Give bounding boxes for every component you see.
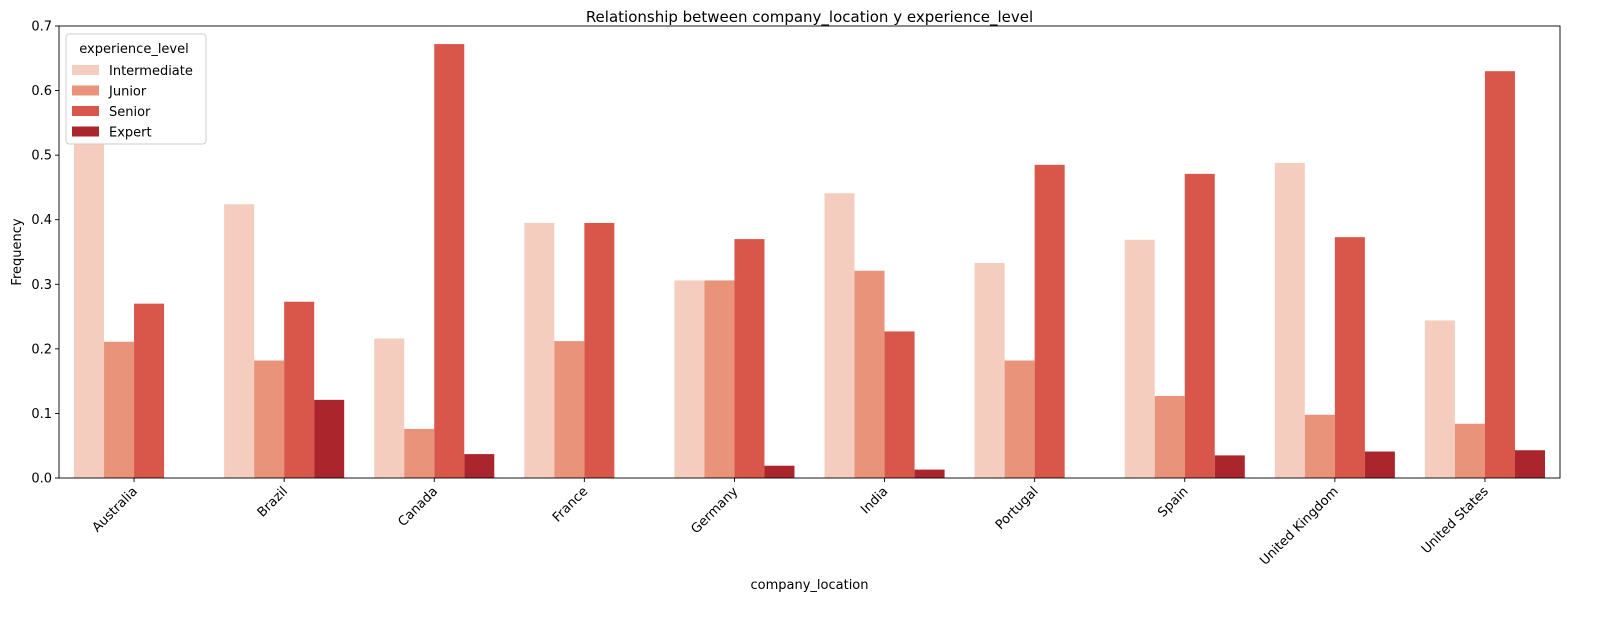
bar-senior-canada: [434, 44, 465, 479]
x-tick-label: United States: [1419, 484, 1492, 557]
bar-junior-portugal: [1004, 360, 1035, 478]
bars-group: [74, 44, 1545, 479]
bar-junior-brazil: [254, 360, 285, 478]
y-tick-label: 0.3: [31, 278, 52, 293]
bar-junior-canada: [404, 428, 435, 478]
bar-senior-united-states: [1484, 71, 1515, 478]
x-axis-label: company_location: [751, 578, 869, 593]
legend-swatch-intermediate: [72, 65, 99, 75]
bar-expert-germany: [764, 465, 795, 478]
bar-senior-india: [884, 331, 915, 478]
bar-intermediate-australia: [74, 142, 105, 478]
bar-junior-australia: [104, 341, 135, 478]
bar-intermediate-portugal: [974, 262, 1005, 478]
x-tick-label: Brazil: [255, 484, 291, 520]
x-tick-label: Canada: [395, 484, 441, 530]
bar-intermediate-germany: [674, 280, 705, 478]
plot-frame: [58, 25, 1561, 479]
legend-swatch-expert: [72, 126, 99, 137]
legend: experience_level Intermediate Junior Senior…: [65, 33, 207, 145]
bar-expert-brazil: [314, 399, 345, 478]
legend-title: experience_level: [79, 42, 188, 57]
legend-label-intermediate: Intermediate: [109, 64, 193, 79]
bar-senior-spain: [1184, 173, 1215, 478]
bar-junior-france: [554, 341, 585, 478]
bar-intermediate-spain: [1124, 239, 1155, 478]
bar-expert-india: [914, 469, 945, 478]
x-tick-label: United Kingdom: [1257, 484, 1341, 568]
legend-box: [65, 33, 207, 145]
bar-senior-brazil: [284, 301, 315, 478]
bar-intermediate-united-kingdom: [1274, 162, 1305, 479]
x-tick-label: Spain: [1155, 484, 1191, 520]
legend-label-senior: Senior: [109, 105, 151, 120]
bar-intermediate-united-states: [1424, 320, 1455, 478]
x-tick-label: France: [550, 484, 591, 525]
axes-group: 0.0 0.1 0.2 0.3 0.4 0.5 0.6 0.7 Australia Brazil C…: [31, 20, 1561, 569]
bar-expert-canada: [464, 454, 495, 478]
y-tick-label: 0.5: [31, 149, 52, 164]
bar-junior-united-kingdom: [1304, 414, 1335, 478]
bar-senior-united-kingdom: [1334, 237, 1365, 478]
y-tick-label: 0.4: [31, 213, 52, 228]
y-axis-label: Frequency: [10, 218, 25, 285]
y-tick-label: 0.1: [31, 407, 52, 422]
bar-junior-united-states: [1454, 423, 1485, 478]
bar-expert-united-states: [1514, 450, 1545, 478]
legend-label-junior: Junior: [108, 85, 147, 100]
legend-label-expert: Expert: [109, 126, 152, 141]
x-tick-label: India: [858, 484, 891, 517]
chart-title: Relationship between company_location y …: [586, 8, 1033, 27]
bar-intermediate-france: [524, 222, 555, 478]
bar-senior-portugal: [1034, 164, 1065, 479]
legend-swatch-senior: [72, 106, 99, 116]
bar-expert-spain: [1214, 455, 1245, 478]
y-tick-label: 0.2: [31, 342, 52, 357]
bar-senior-france: [584, 222, 615, 478]
bar-intermediate-india: [824, 193, 855, 479]
bar-intermediate-brazil: [224, 204, 255, 478]
bar-junior-india: [854, 270, 885, 478]
legend-swatch-junior: [72, 85, 99, 96]
y-tick-label: 0.7: [31, 20, 52, 35]
bar-intermediate-canada: [374, 338, 405, 478]
bar-senior-australia: [134, 303, 165, 478]
x-tick-label: Germany: [688, 484, 741, 537]
y-tick-label: 0.6: [31, 84, 52, 99]
bar-expert-united-kingdom: [1364, 451, 1395, 478]
y-tick-label: 0.0: [31, 472, 52, 487]
x-tick-label: Australia: [90, 484, 141, 535]
bar-senior-germany: [734, 239, 765, 478]
bar-junior-germany: [704, 280, 735, 478]
bar-junior-spain: [1154, 395, 1185, 478]
x-tick-label: Portugal: [993, 484, 1042, 533]
